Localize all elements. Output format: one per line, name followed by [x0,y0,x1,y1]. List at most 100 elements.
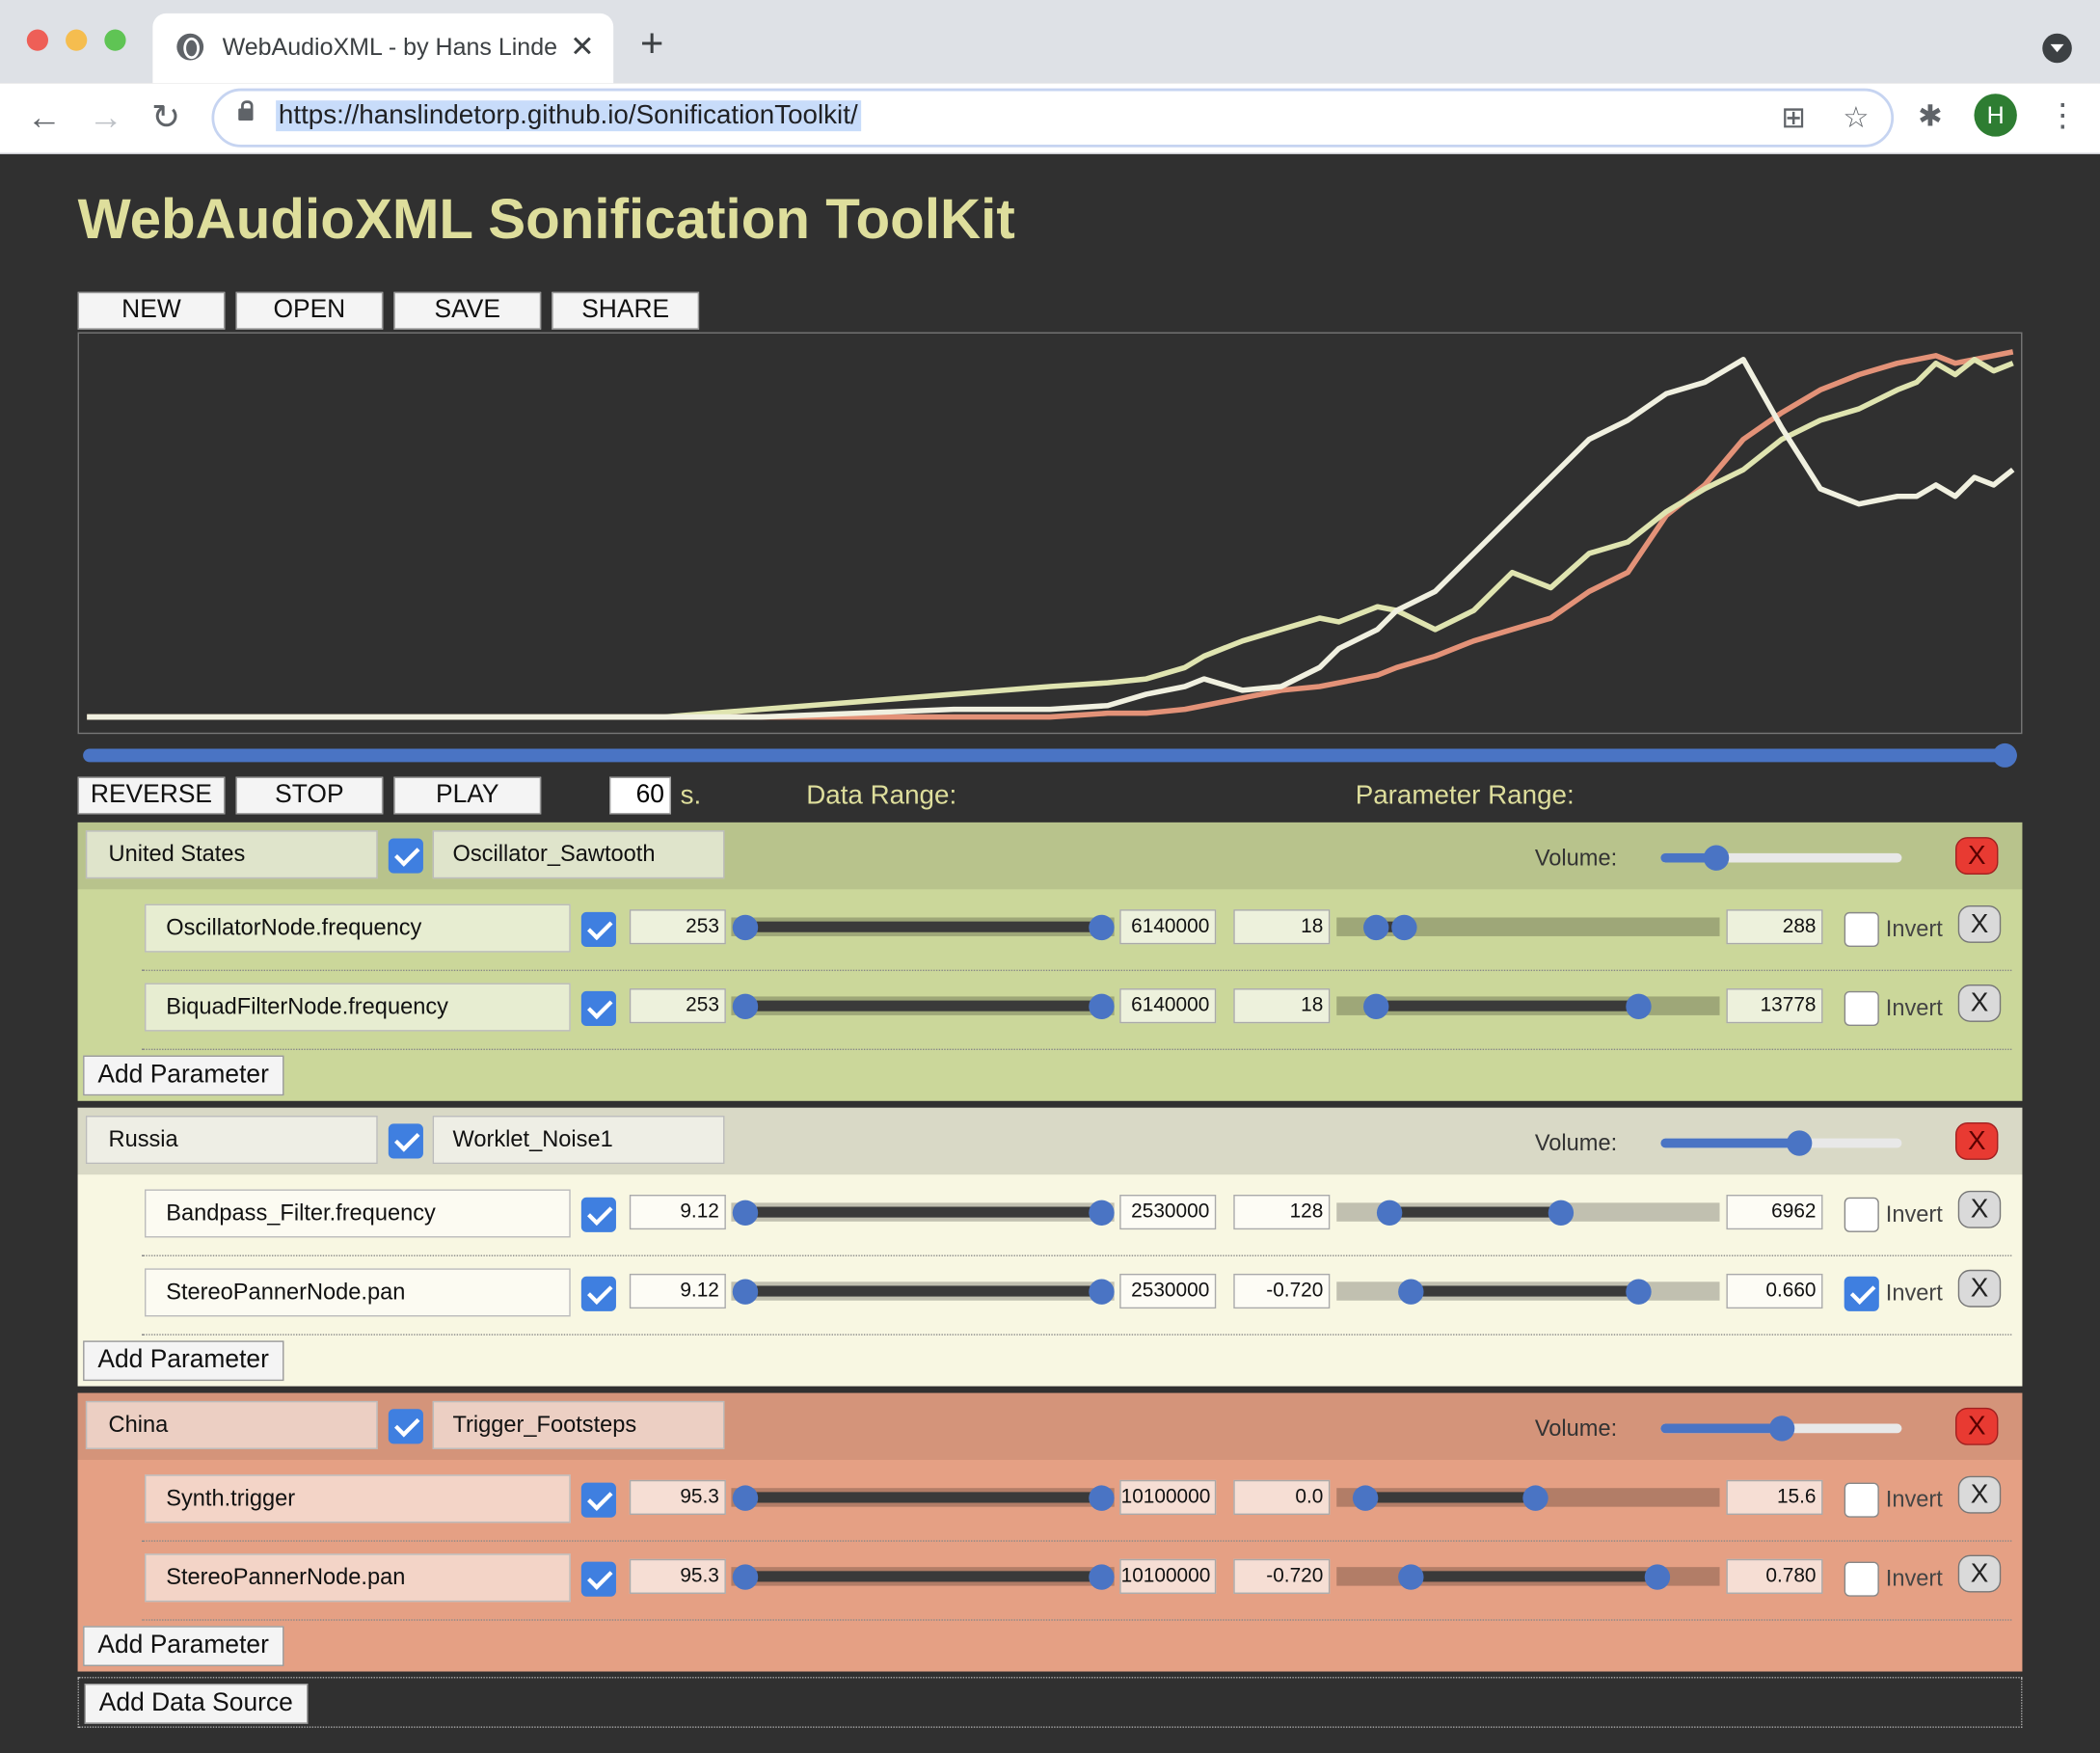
data-range-slider[interactable] [731,1480,1115,1515]
data-range-max-handle[interactable] [1089,914,1115,941]
parameter-enabled-checkbox[interactable] [580,1561,616,1597]
remove-parameter-button[interactable]: X [1957,984,2002,1022]
parameter-enabled-checkbox[interactable] [580,911,616,948]
add-parameter-button[interactable]: Add Parameter [83,1055,284,1096]
source-enabled-checkbox[interactable] [388,1123,423,1159]
param-range-min-handle[interactable] [1362,914,1388,941]
playback-timeline[interactable] [83,748,2017,763]
data-range-min-handle[interactable] [732,1564,759,1590]
parameter-name-field[interactable]: Synth.trigger [145,1474,571,1524]
data-min-input[interactable]: 95.3 [629,1479,726,1515]
reload-icon[interactable]: ↻ [150,96,181,137]
share-button[interactable]: SHARE [552,291,700,330]
data-range-max-handle[interactable] [1089,1200,1115,1226]
parameter-name-field[interactable]: BiquadFilterNode.frequency [145,983,571,1032]
param-range-max-handle[interactable] [1522,1485,1549,1511]
data-max-input[interactable]: 6140000 [1119,988,1217,1024]
volume-slider[interactable] [1660,1130,1902,1156]
param-range-slider[interactable] [1336,1559,1720,1594]
param-max-input[interactable]: 0.780 [1726,1558,1823,1594]
remove-parameter-button[interactable]: X [1957,904,2002,943]
data-range-min-handle[interactable] [732,914,759,941]
synth-select[interactable]: Worklet_Noise1 [432,1116,725,1165]
data-range-min-handle[interactable] [732,993,759,1020]
data-range-slider[interactable] [731,1195,1115,1229]
volume-slider[interactable] [1660,845,1902,871]
remove-source-button[interactable]: X [1954,1122,1999,1160]
param-range-max-handle[interactable] [1626,993,1653,1020]
param-range-slider[interactable] [1336,988,1720,1023]
param-range-slider[interactable] [1336,1274,1720,1308]
param-range-min-handle[interactable] [1398,1564,1424,1590]
data-max-input[interactable]: 2530000 [1119,1195,1217,1230]
data-min-input[interactable]: 9.12 [629,1195,726,1230]
invert-checkbox[interactable] [1844,911,1879,948]
data-max-input[interactable]: 2530000 [1119,1273,1217,1309]
remove-parameter-button[interactable]: X [1957,1475,2002,1514]
add-data-source-button[interactable]: Add Data Source [84,1684,309,1724]
data-range-slider[interactable] [731,988,1115,1023]
add-parameter-button[interactable]: Add Parameter [83,1626,284,1666]
forward-arrow-icon[interactable]: → [88,96,123,137]
param-min-input[interactable]: 128 [1233,1195,1331,1230]
param-min-input[interactable]: 18 [1233,909,1331,945]
param-min-input[interactable]: -0.720 [1233,1273,1331,1309]
data-max-input[interactable]: 10100000 [1119,1479,1217,1515]
bookmark-star-icon[interactable]: ☆ [1843,100,1870,134]
parameter-name-field[interactable]: Bandpass_Filter.frequency [145,1189,571,1238]
parameter-enabled-checkbox[interactable] [580,1197,616,1232]
remove-parameter-button[interactable]: X [1957,1269,2002,1308]
data-range-min-handle[interactable] [732,1200,759,1226]
parameter-enabled-checkbox[interactable] [580,1276,616,1311]
browser-tab[interactable]: WebAudioXML - by Hans Linde ✕ [152,13,614,84]
window-minimize-control[interactable] [66,29,88,51]
reverse-button[interactable]: REVERSE [77,776,226,815]
invert-checkbox[interactable] [1844,1482,1879,1518]
data-min-input[interactable]: 95.3 [629,1558,726,1594]
qr-code-icon[interactable]: ⊞ [1781,100,1807,134]
param-range-slider[interactable] [1336,909,1720,944]
param-range-min-handle[interactable] [1377,1200,1403,1226]
synth-select[interactable]: Oscillator_Sawtooth [432,830,725,879]
stop-button[interactable]: STOP [235,776,384,815]
add-parameter-button[interactable]: Add Parameter [83,1340,284,1382]
param-max-input[interactable]: 6962 [1726,1195,1823,1230]
parameter-name-field[interactable]: OscillatorNode.frequency [145,903,571,953]
window-close-control[interactable] [26,29,49,51]
parameter-enabled-checkbox[interactable] [580,1482,616,1518]
param-max-input[interactable]: 15.6 [1726,1479,1823,1515]
browser-menu-icon[interactable]: ⋮ [2046,97,2079,134]
param-max-input[interactable]: 288 [1726,909,1823,945]
volume-slider[interactable] [1660,1416,1902,1442]
data-range-slider[interactable] [731,909,1115,944]
address-bar[interactable]: https://hanslindetorp.github.io/Sonifica… [211,88,1895,148]
duration-input[interactable]: 60 [609,776,671,815]
parameter-name-field[interactable]: StereoPannerNode.pan [145,1268,571,1317]
source-name-field[interactable]: China [85,1400,378,1449]
back-arrow-icon[interactable]: ← [26,96,62,137]
open-button[interactable]: OPEN [235,291,384,330]
data-range-max-handle[interactable] [1089,993,1115,1020]
remove-parameter-button[interactable]: X [1957,1554,2002,1593]
param-min-input[interactable]: -0.720 [1233,1558,1331,1594]
data-range-min-handle[interactable] [732,1279,759,1305]
playback-position-handle[interactable] [1992,742,2017,768]
remove-source-button[interactable]: X [1954,837,1999,876]
data-max-input[interactable]: 10100000 [1119,1558,1217,1594]
invert-checkbox[interactable] [1844,1276,1879,1311]
parameter-enabled-checkbox[interactable] [580,990,616,1026]
param-range-max-handle[interactable] [1644,1564,1670,1590]
data-min-input[interactable]: 253 [629,909,726,945]
volume-handle[interactable] [1704,845,1730,871]
param-min-input[interactable]: 0.0 [1233,1479,1331,1515]
new-button[interactable]: NEW [77,291,226,330]
save-button[interactable]: SAVE [393,291,542,330]
param-range-max-handle[interactable] [1391,914,1417,941]
param-max-input[interactable]: 13778 [1726,988,1823,1024]
window-zoom-control[interactable] [104,29,126,51]
data-range-max-handle[interactable] [1089,1564,1115,1590]
param-min-input[interactable]: 18 [1233,988,1331,1024]
volume-handle[interactable] [1768,1416,1795,1442]
tab-search-icon[interactable] [2042,33,2072,64]
param-range-max-handle[interactable] [1548,1200,1575,1226]
